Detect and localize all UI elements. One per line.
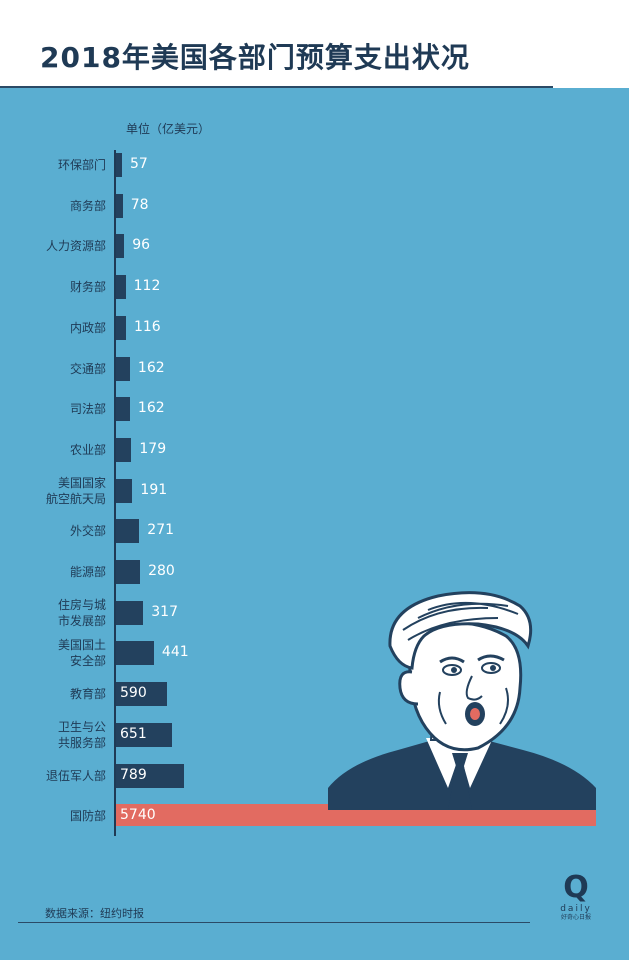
category-label: 人力资源部 <box>8 238 106 254</box>
category-label-line: 住房与城 <box>57 597 106 612</box>
category-label: 国防部 <box>8 808 106 824</box>
category-label: 退伍军人部 <box>8 768 106 784</box>
portrait-illustration <box>328 591 596 810</box>
category-label: 卫生与公 共服务部 <box>8 719 106 751</box>
bar-8 <box>116 478 133 503</box>
data-source: 数据来源：纽约时报 <box>45 907 144 920</box>
category-label: 司法部 <box>8 401 106 417</box>
logo-mark: Q <box>563 870 589 905</box>
bar-7 <box>116 437 132 462</box>
category-label-line: 能源部 <box>69 565 106 579</box>
category-label: 环保部门 <box>8 157 106 173</box>
category-label-line: 环保部门 <box>57 158 106 172</box>
category-label: 内政部 <box>8 320 106 336</box>
category-label-line: 商务部 <box>69 198 106 213</box>
category-label-line: 市发展部 <box>57 613 106 628</box>
brand-logo: Q daily 好奇心日报 <box>556 872 596 922</box>
logo-tagline: 好奇心日报 <box>560 914 591 921</box>
value-label: 590 <box>120 685 147 702</box>
header: 2018年美国各部门预算支出状况 <box>0 0 629 88</box>
category-label-line: 美国国家 <box>57 475 106 490</box>
category-label-line: 财务部 <box>69 280 106 295</box>
title-divider <box>0 86 553 88</box>
value-label: 191 <box>140 481 168 498</box>
category-label: 住房与城 市发展部 <box>8 597 106 629</box>
category-label-line: 交通部 <box>69 361 106 376</box>
bar-3 <box>116 275 126 300</box>
category-label-line: 卫生与公 <box>57 719 106 734</box>
category-label-line: 外交部 <box>69 524 106 539</box>
category-label: 能源部 <box>8 564 106 580</box>
bar-13 <box>116 682 167 707</box>
value-label: 789 <box>120 766 147 783</box>
category-label-line: 农业部 <box>69 442 106 457</box>
logo-word: daily <box>560 904 592 914</box>
value-label: 651 <box>120 725 147 742</box>
bar-10 <box>116 560 141 584</box>
footer-divider <box>18 922 530 923</box>
category-label-line: 国防部 <box>69 809 106 824</box>
value-label: 5740 <box>120 807 156 824</box>
category-label: 教育部 <box>8 686 106 702</box>
value-label: 162 <box>137 400 165 417</box>
category-label-line: 安全部 <box>69 654 106 669</box>
category-label: 农业部 <box>8 442 106 458</box>
bar-4 <box>116 315 126 340</box>
category-label-line: 美国国土 <box>57 638 106 653</box>
value-label: 96 <box>132 237 151 254</box>
category-label-line: 退伍军人部 <box>45 768 106 783</box>
value-label: 271 <box>147 522 175 539</box>
value-label: 116 <box>133 318 161 335</box>
category-label-line: 教育部 <box>69 687 106 702</box>
value-label: 317 <box>151 603 178 620</box>
value-label: 162 <box>137 359 165 376</box>
category-label-line: 航空航天局 <box>45 491 106 506</box>
unit-label: 单位（亿美元） <box>126 122 211 136</box>
bar-11 <box>116 600 144 625</box>
bar-5 <box>116 356 130 381</box>
value-label: 78 <box>130 196 149 213</box>
value-label: 179 <box>139 440 167 457</box>
bar-2 <box>116 234 125 259</box>
chart-axis <box>114 150 116 836</box>
value-label: 441 <box>161 644 189 661</box>
bar-12 <box>116 641 154 666</box>
category-label-line: 共服务部 <box>57 735 106 750</box>
category-label: 美国国土 安全部 <box>8 637 106 669</box>
bar-1 <box>116 193 123 218</box>
bar-0 <box>116 153 122 177</box>
bar-15 <box>116 763 184 788</box>
category-label: 商务部 <box>8 198 106 214</box>
category-label: 财务部 <box>8 279 106 295</box>
category-label: 美国国家 航空航天局 <box>8 475 106 507</box>
category-label: 外交部 <box>8 523 106 539</box>
value-label: 112 <box>133 278 161 295</box>
bar-9 <box>116 519 140 544</box>
category-label: 交通部 <box>8 361 106 377</box>
page-title: 2018年美国各部门预算支出状况 <box>40 41 470 74</box>
value-label: 57 <box>130 156 148 172</box>
value-label: 280 <box>148 563 175 579</box>
bar-6 <box>116 397 130 422</box>
bar-14 <box>116 722 172 747</box>
category-label-line: 人力资源部 <box>45 239 106 254</box>
category-label-line: 司法部 <box>69 402 106 417</box>
category-label-line: 内政部 <box>69 320 106 335</box>
